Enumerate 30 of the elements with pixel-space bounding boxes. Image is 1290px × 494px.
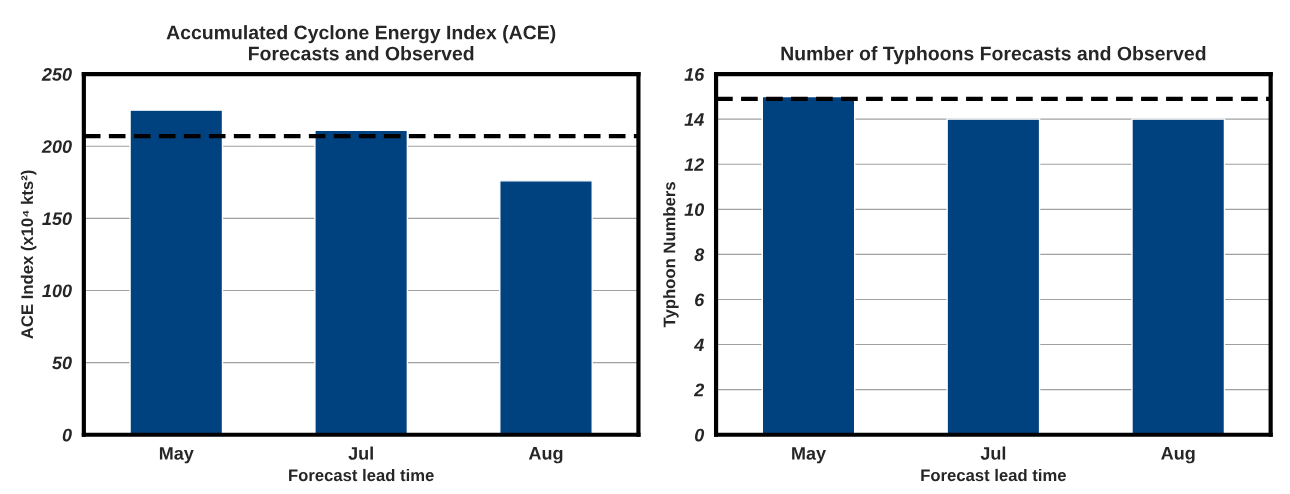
y-tick-label: 250: [41, 68, 72, 81]
x-tick-label: Jul: [348, 446, 373, 460]
y-tick-label: 0: [694, 428, 705, 442]
y-axis-title: ACE Index (x10⁴ kts²): [20, 170, 37, 339]
y-tick-label: 100: [42, 284, 72, 298]
chart-title: Accumulated Cyclone Energy Index (ACE) Forecasts and Observed: [166, 25, 556, 61]
y-tick-label: 16: [684, 68, 705, 81]
x-tick-label: May: [792, 447, 826, 464]
y-tick-label: 50: [52, 356, 72, 370]
y-tick-label: 0: [62, 428, 72, 442]
y-tick-label: 4: [693, 338, 704, 352]
x-axis-title: Forecast lead time: [921, 468, 1066, 482]
y-tick-label: 8: [694, 248, 705, 262]
x-tick-label: Aug: [528, 447, 563, 464]
y-tick-label: 200: [41, 140, 72, 153]
bar: [499, 180, 593, 435]
y-tick-label: 12: [684, 158, 705, 171]
bar: [314, 129, 409, 435]
x-tick-label: Jul: [980, 446, 1006, 460]
y-tick-label: 6: [695, 293, 705, 307]
x-tick-label: May: [159, 447, 194, 464]
y-axis-title: Typhoon Numbers: [663, 182, 679, 328]
y-tick-label: 150: [42, 212, 72, 226]
chart-title: Number of Typhoons Forecasts and Observed: [781, 46, 1206, 65]
bar: [129, 109, 224, 435]
y-tick-label: 10: [684, 203, 705, 217]
x-axis-title: Forecast lead time: [289, 468, 434, 482]
y-tick-label: 2: [693, 383, 705, 397]
x-tick-label: Aug: [1161, 447, 1195, 464]
y-tick-label: 14: [684, 113, 704, 126]
